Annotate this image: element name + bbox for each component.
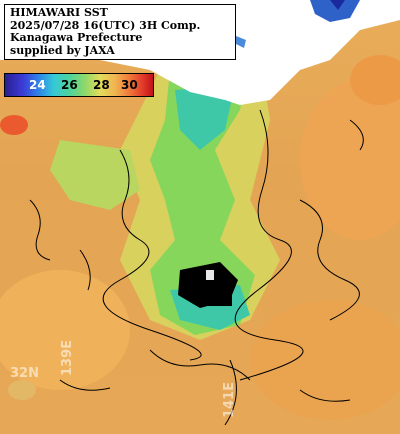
cold-water-region <box>310 0 360 22</box>
bay-water <box>236 36 246 48</box>
caption-timestamp: 2025/07/28 16(UTC) 3H Comp. <box>10 18 201 32</box>
cold-water-region <box>175 85 235 150</box>
warm-region <box>8 380 36 400</box>
caption-source: supplied by JAXA <box>10 43 115 57</box>
sst-contours <box>29 109 364 426</box>
colorbar-tick: 24 <box>29 78 46 92</box>
island <box>206 270 214 280</box>
temperature-colorbar: 24 26 28 30 <box>4 73 154 97</box>
hot-spot <box>0 115 28 135</box>
warm-region <box>0 270 130 390</box>
colorbar-tick: 26 <box>61 78 78 92</box>
cool-water-region <box>150 65 255 335</box>
warm-region <box>300 80 400 240</box>
warm-region <box>250 300 400 420</box>
cold-water-region <box>330 0 345 10</box>
caption-box: HIMAWARI SST 2025/07/28 16(UTC) 3H Comp.… <box>4 4 236 60</box>
longitude-label: 141E <box>222 381 237 418</box>
longitude-label: 139E <box>60 339 75 376</box>
latitude-label: 32N <box>10 366 39 381</box>
caption-region: Kanagawa Prefecture <box>10 31 143 44</box>
colorbar-tick: 28 <box>93 78 110 92</box>
cloud-mask <box>198 290 232 306</box>
cool-water-region <box>50 140 140 210</box>
colorbar-tick: 30 <box>121 78 138 92</box>
caption-title: HIMAWARI SST <box>10 6 108 19</box>
warm-region <box>350 55 400 105</box>
